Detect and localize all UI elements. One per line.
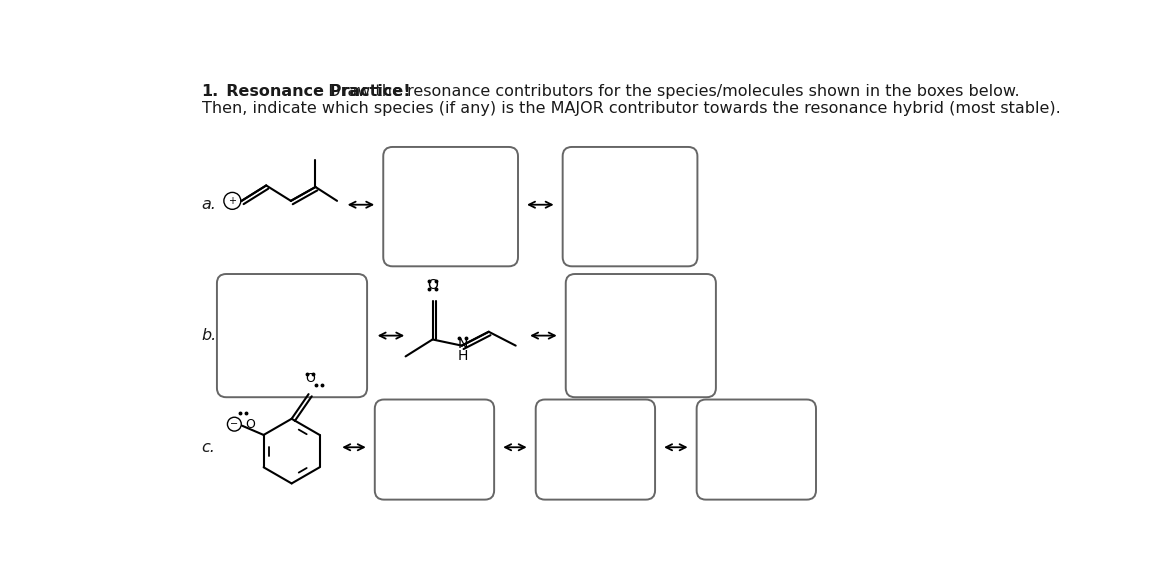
FancyBboxPatch shape xyxy=(384,147,518,266)
FancyBboxPatch shape xyxy=(374,399,494,500)
FancyBboxPatch shape xyxy=(563,147,697,266)
Text: O: O xyxy=(427,278,438,292)
Text: +: + xyxy=(228,196,236,206)
Text: N: N xyxy=(457,337,468,351)
Text: −: − xyxy=(230,419,239,429)
Text: b.: b. xyxy=(201,328,216,343)
FancyBboxPatch shape xyxy=(216,274,367,397)
Text: O: O xyxy=(246,417,255,431)
Text: c.: c. xyxy=(201,440,215,455)
Text: O: O xyxy=(305,372,315,385)
Text: Then, indicate which species (if any) is the MAJOR contributor towards the reson: Then, indicate which species (if any) is… xyxy=(201,101,1060,116)
Text: H: H xyxy=(457,349,468,363)
Text: 1.: 1. xyxy=(201,84,219,99)
FancyBboxPatch shape xyxy=(566,274,716,397)
FancyBboxPatch shape xyxy=(536,399,655,500)
FancyBboxPatch shape xyxy=(696,399,815,500)
Text: Resonance Practice!: Resonance Practice! xyxy=(215,84,411,99)
Text: a.: a. xyxy=(201,197,216,212)
Text: Draw the resonance contributors for the species/molecules shown in the boxes bel: Draw the resonance contributors for the … xyxy=(318,84,1019,99)
